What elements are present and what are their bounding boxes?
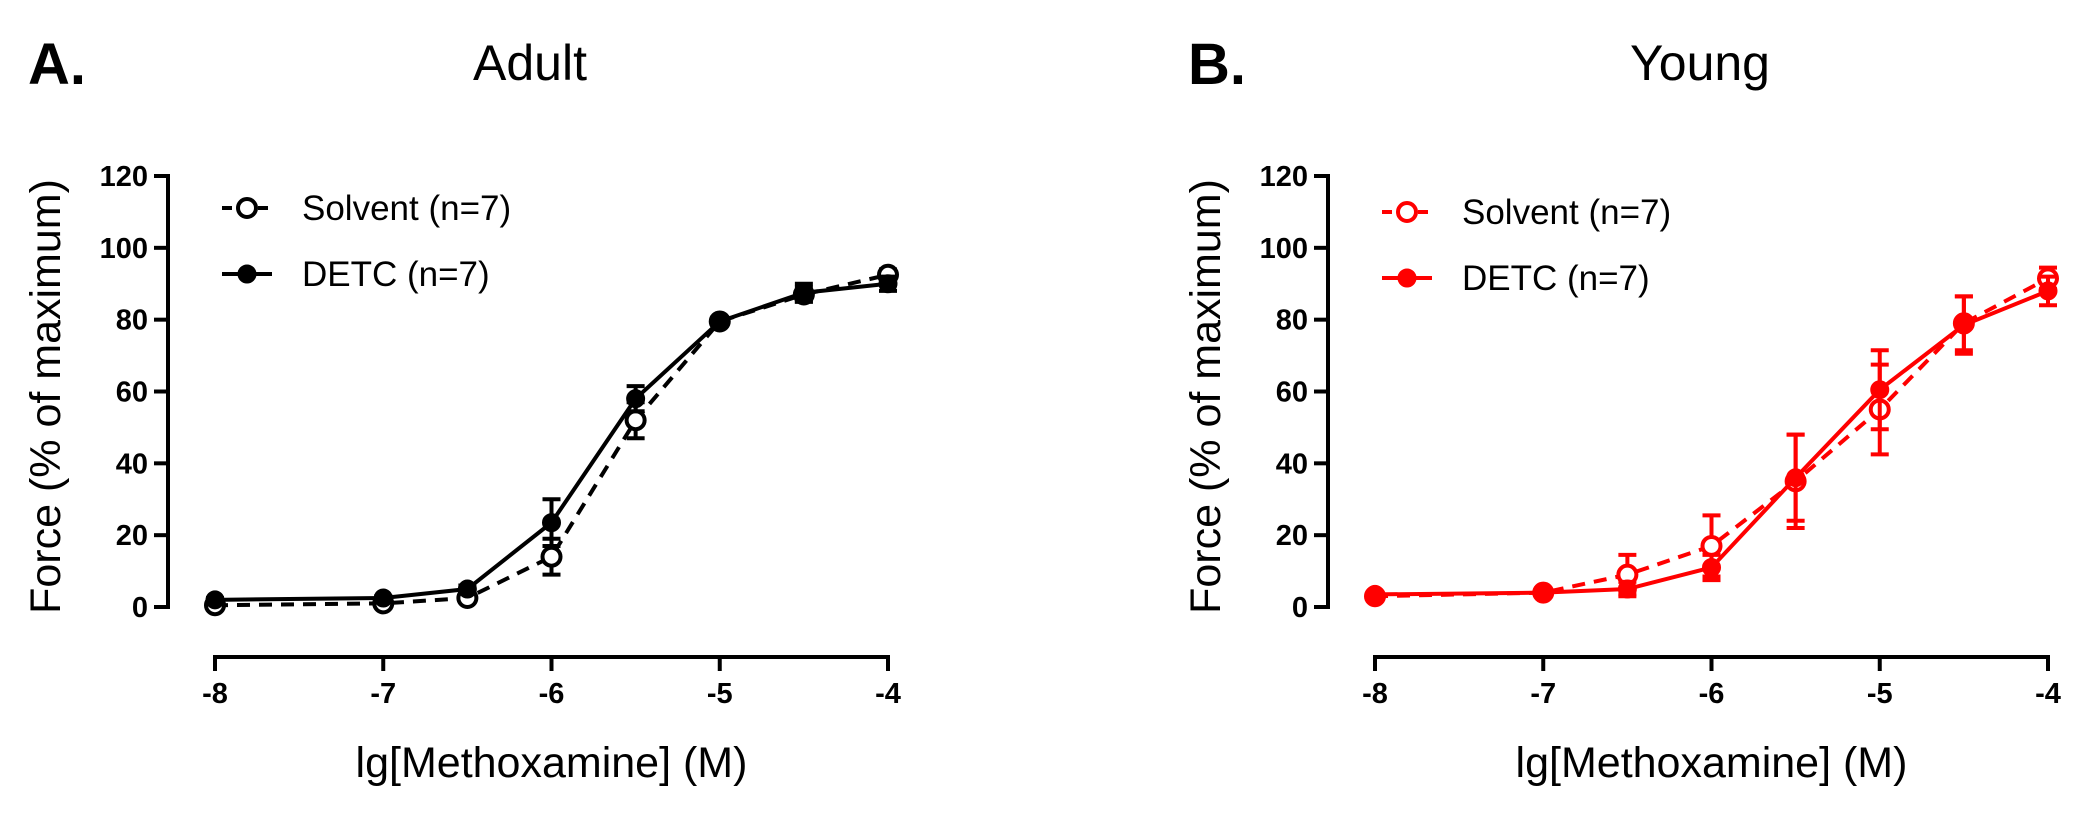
series-detc bbox=[1365, 274, 2058, 604]
y-tick-label: 120 bbox=[1260, 161, 1308, 193]
panel-title: Young bbox=[1630, 35, 1770, 91]
data-point bbox=[1870, 380, 1890, 400]
data-point bbox=[1954, 315, 1974, 335]
x-axis-label: lg[Methoxamine] (M) bbox=[356, 739, 748, 787]
legend-label: DETC (n=7) bbox=[302, 255, 490, 294]
y-tick-label: 20 bbox=[116, 520, 148, 552]
x-tick-label: -5 bbox=[707, 678, 733, 710]
x-tick-label: -7 bbox=[1530, 678, 1556, 710]
y-tick-label: 40 bbox=[1276, 448, 1308, 480]
legend-label: DETC (n=7) bbox=[1462, 259, 1650, 298]
data-point bbox=[624, 409, 647, 432]
series-solvent bbox=[204, 263, 899, 617]
data-point bbox=[457, 579, 477, 599]
y-tick-label: 60 bbox=[116, 377, 148, 409]
legend: Solvent (n=7) DETC (n=7) bbox=[222, 189, 511, 294]
chart-panel-adult: A. Adult 0 20 40 60 80 100 120 -8 -7 -6 -5 -4 lg[Metho… bbox=[22, 32, 901, 787]
legend-marker bbox=[237, 264, 257, 284]
legend-label: Solvent (n=7) bbox=[302, 189, 511, 228]
legend-marker bbox=[236, 197, 258, 219]
y-tick-label: 80 bbox=[1276, 305, 1308, 337]
data-point bbox=[2038, 281, 2058, 301]
y-tick-label: 0 bbox=[132, 592, 148, 624]
data-point bbox=[1700, 534, 1723, 557]
panel-title: Adult bbox=[473, 35, 587, 91]
data-point bbox=[1617, 579, 1637, 599]
y-tick-label: 40 bbox=[116, 448, 148, 480]
legend-marker bbox=[1396, 201, 1418, 223]
series-line bbox=[214, 281, 889, 602]
series-line bbox=[1374, 289, 2049, 597]
y-tick-label: 80 bbox=[116, 305, 148, 337]
data-point bbox=[373, 588, 393, 608]
x-tick-label: -6 bbox=[1699, 678, 1725, 710]
y-axis-label: Force (% of maximum) bbox=[22, 179, 70, 614]
x-tick-label: -7 bbox=[370, 678, 396, 710]
data-point bbox=[1533, 583, 1553, 603]
panel-letter: A. bbox=[28, 32, 86, 97]
y-tick-label: 20 bbox=[1276, 520, 1308, 552]
panel-letter: B. bbox=[1188, 32, 1246, 97]
legend-marker bbox=[1397, 268, 1417, 288]
data-point bbox=[542, 513, 561, 533]
x-tick-label: -4 bbox=[875, 678, 901, 710]
data-point bbox=[710, 311, 730, 331]
x-tick-label: -4 bbox=[2035, 678, 2061, 710]
data-point bbox=[878, 274, 898, 294]
legend: Solvent (n=7) DETC (n=7) bbox=[1382, 193, 1671, 298]
y-tick-label: 100 bbox=[1260, 233, 1308, 265]
x-tick-label: -6 bbox=[539, 678, 565, 710]
data-point bbox=[1365, 584, 1385, 604]
x-tick-label: -5 bbox=[1867, 678, 1893, 710]
y-tick-label: 100 bbox=[100, 233, 148, 265]
data-point bbox=[205, 590, 225, 610]
legend-label: Solvent (n=7) bbox=[1462, 193, 1671, 232]
y-tick-label: 120 bbox=[100, 161, 148, 193]
chart-panel-young: B. Young 0 20 40 60 80 100 120 -8 -7 -6 -5 -4 lg[Metho… bbox=[1182, 32, 2061, 787]
data-point bbox=[794, 283, 814, 303]
x-tick-label: -8 bbox=[202, 678, 228, 710]
data-point bbox=[540, 545, 563, 568]
data-point bbox=[1702, 557, 1721, 577]
data-point bbox=[1786, 468, 1806, 488]
y-axis-label: Force (% of maximum) bbox=[1182, 179, 1230, 614]
x-tick-label: -8 bbox=[1362, 678, 1388, 710]
y-tick-label: 0 bbox=[1292, 592, 1308, 624]
data-point bbox=[626, 389, 646, 409]
series-detc bbox=[205, 274, 898, 610]
x-axis-label: lg[Methoxamine] (M) bbox=[1516, 739, 1908, 787]
y-tick-label: 60 bbox=[1276, 377, 1308, 409]
